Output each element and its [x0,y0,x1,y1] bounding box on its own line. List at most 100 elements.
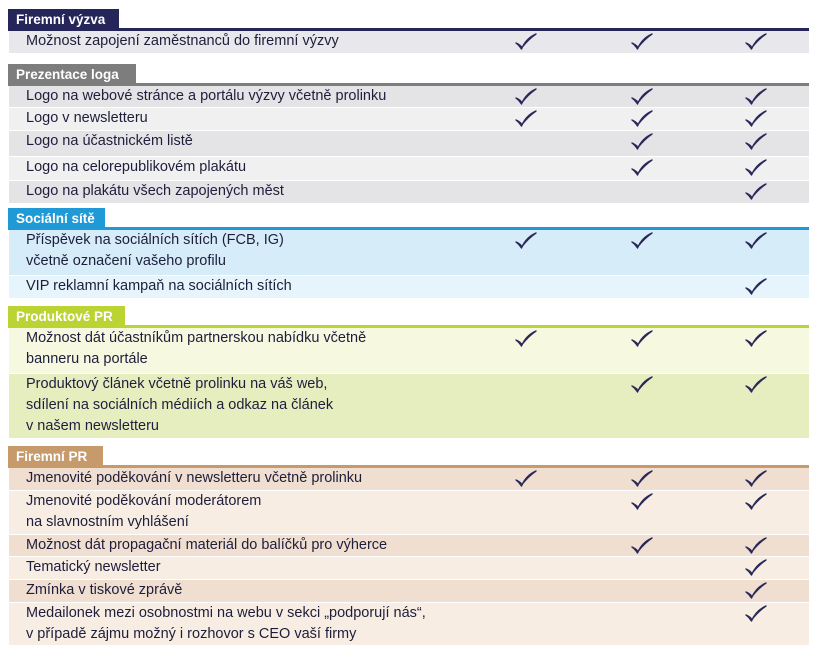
checkmark-icon [513,32,539,52]
row-label-line: na slavnostním vyhlášení [26,514,189,530]
row-label-line: Logo na plakátu všech zapojených měst [26,183,284,199]
row-label: VIP reklamní kampaň na sociálních sítích [26,276,292,297]
row-label-line: Logo na účastnickém listě [26,133,193,149]
row-label-line: Jmenovité poděkování moderátorem [26,493,262,509]
section-header: Prezentace loga [8,64,809,86]
section-underline [8,227,809,230]
row-label-line: Produktový článek včetně prolinku na váš… [26,376,328,392]
checkmark-icon [513,109,539,129]
table-row: Produktový článek včetně prolinku na váš… [8,373,809,438]
checkmark-icon [629,329,655,349]
table-row: Jmenovité poděkování moderátorem na slavn… [8,490,809,534]
table-row: Logo na účastnickém listě [8,130,809,156]
checkmark-icon [743,231,769,251]
table-row: Tematický newsletter [8,556,809,579]
checkmark-icon [629,469,655,489]
table-row: Příspěvek na sociálních sítích (FCB, IG)… [8,230,809,275]
checkmark-icon [743,132,769,152]
section-title: Sociální sítě [8,208,105,230]
section-title: Firemní PR [8,446,103,468]
row-label-line: Logo na webové stránce a portálu výzvy v… [26,88,387,104]
section-header: Produktové PR [8,306,809,328]
checkmark-icon [629,109,655,129]
row-label: Medailonek mezi osobnostmi na webu v sek… [26,603,426,645]
checkmark-icon [743,87,769,107]
row-label-line: Tematický newsletter [26,559,161,575]
row-label: Logo na celorepublikovém plakátu [26,157,246,178]
table-row: Logo na plakátu všech zapojených měst [8,180,809,203]
row-label: Možnost dát účastníkům partnerskou nabíd… [26,328,366,370]
checkmark-icon [743,581,769,601]
checkmark-icon [513,469,539,489]
checkmark-icon [743,536,769,556]
checkmark-icon [513,87,539,107]
row-label: Produktový článek včetně prolinku na váš… [26,374,333,437]
table-row: Zmínka v tiskové zprávě [8,579,809,602]
checkmark-icon [743,492,769,512]
row-label-line: Logo na celorepublikovém plakátu [26,159,247,175]
table-row: Možnost dát propagační materiál do balíč… [8,534,809,556]
section-underline [8,465,809,468]
row-label: Logo v newsletteru [26,108,148,129]
checkmark-icon [743,469,769,489]
row-label-line: Příspěvek na sociálních sítích (FCB, IG) [26,232,284,248]
section-header: Firemní výzva [8,9,809,31]
table-row: Jmenovité poděkování v newsletteru včetn… [8,468,809,490]
section-produktove: Produktové PR Možnost dát účastníkům part… [8,306,809,438]
section-underline [8,325,809,328]
row-label: Logo na účastnickém listě [26,131,193,152]
row-label: Tematický newsletter [26,557,161,578]
checkmark-icon [629,375,655,395]
table-row: Možnost dát účastníkům partnerskou nabíd… [8,328,809,373]
section-title: Firemní výzva [8,9,119,31]
checkmark-icon [743,604,769,624]
checkmark-icon [513,329,539,349]
row-label-line: sdílení na sociálních médiích a odkaz na… [26,397,334,413]
row-label: Jmenovité poděkování moderátorem na slavn… [26,491,261,533]
section-socialni: Sociální sítě Příspěvek na sociálních sít… [8,208,809,298]
section-header: Sociální sítě [8,208,809,230]
checkmark-icon [743,182,769,202]
table-row: Logo na celorepublikovém plakátu [8,156,809,180]
row-label-line: v případě zájmu možný i rozhovor s CEO v… [26,626,357,642]
checkmark-icon [629,158,655,178]
section-title: Prezentace loga [8,64,136,86]
checkmark-icon [743,158,769,178]
row-label-line: Možnost dát propagační materiál do balíč… [26,537,388,553]
row-label-line: Možnost zapojení zaměstnanců do firemní … [26,33,339,49]
checkmark-icon [743,558,769,578]
row-label: Zmínka v tiskové zprávě [26,580,182,601]
row-label-line: Medailonek mezi osobnostmi na webu v sek… [26,605,426,621]
row-label-line: Zmínka v tiskové zprávě [26,582,183,598]
section-firemni-pr: Firemní PR Jmenovité poděkování v newslet… [8,446,809,645]
table-row: Možnost zapojení zaměstnanců do firemní … [8,31,809,53]
section-prezentace: Prezentace loga Logo na webové stránce a … [8,64,809,203]
row-label: Možnost zapojení zaměstnanců do firemní … [26,31,339,52]
checkmark-icon [743,375,769,395]
row-label-line: VIP reklamní kampaň na sociálních sítích [26,278,292,294]
table-row: VIP reklamní kampaň na sociálních sítích [8,275,809,298]
row-label-line: Jmenovité poděkování v newsletteru včetn… [26,470,363,486]
table-row: Logo na webové stránce a portálu výzvy v… [8,86,809,107]
checkmark-icon [629,536,655,556]
table-row: Logo v newsletteru [8,107,809,130]
row-label-line: v našem newsletteru [26,418,159,434]
row-label-line: včetně označení vašeho profilu [26,253,226,269]
row-label-line: Logo v newsletteru [26,110,148,126]
checkmark-icon [629,231,655,251]
checkmark-icon [743,109,769,129]
checkmark-icon [629,87,655,107]
row-label: Jmenovité poděkování v newsletteru včetn… [26,468,362,489]
section-underline [8,28,809,31]
checkmark-icon [743,277,769,297]
row-label-line: banneru na portále [26,351,148,367]
section-title: Produktové PR [8,306,125,328]
checkmark-icon [629,132,655,152]
row-label: Logo na plakátu všech zapojených měst [26,181,284,202]
checkmark-icon [743,32,769,52]
section-underline [8,83,809,86]
row-label: Příspěvek na sociálních sítích (FCB, IG)… [26,230,284,272]
row-label: Možnost dát propagační materiál do balíč… [26,535,387,556]
section-firemni-vyzva: Firemní výzva Možnost zapojení zaměstnanc… [8,9,809,53]
checkmark-icon [629,32,655,52]
